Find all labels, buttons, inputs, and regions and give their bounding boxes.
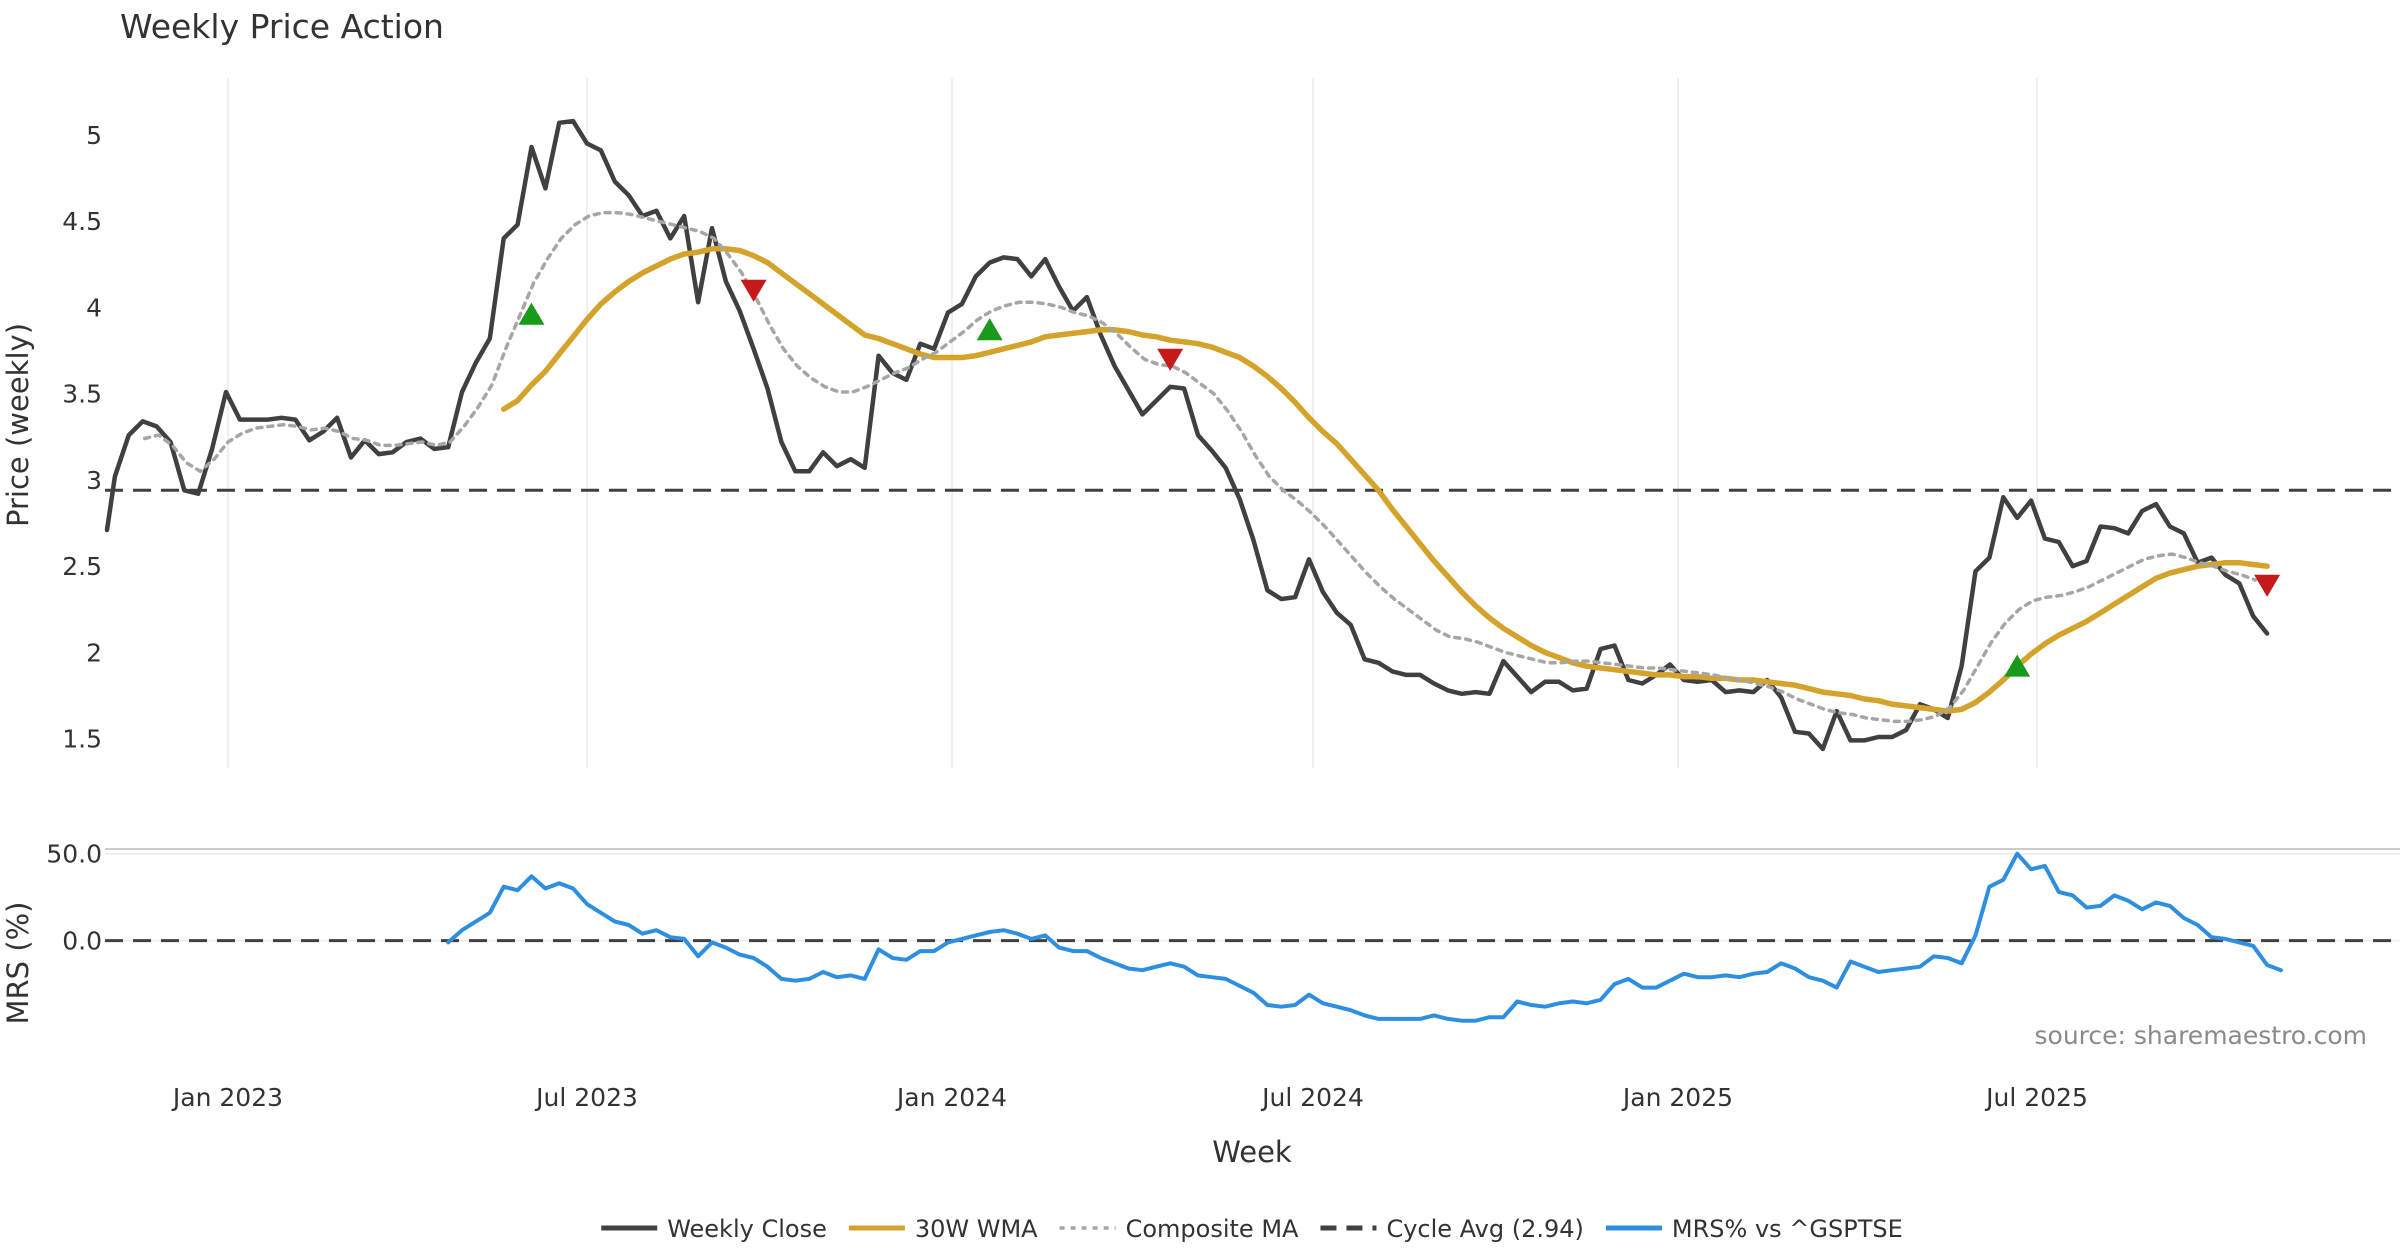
price-y-tick-label: 4.5 [62,207,102,236]
price-y-tick-label: 5 [86,121,102,150]
sell-signal-marker [1157,348,1184,371]
mrs-y-axis-label: MRS (%) [1,902,35,1025]
mrs-vs-gsptse-line [446,851,2283,1023]
legend-item-mrs-vs-gsptse: MRS% vs ^GSPTSE [1605,1215,1903,1243]
x-axis-label: Week [1212,1135,1292,1169]
legend: Weekly Close 30W WMA Composite MA Cycle Avg… [601,1215,1903,1243]
legend-label: MRS% vs ^GSPTSE [1672,1215,1903,1243]
mrs-y-axis-ticks: 0.0 50.0 [46,840,102,956]
x-tick-label: Jan 2024 [895,1083,1007,1112]
buy-signal-marker [976,318,1003,341]
price-y-tick-label: 2.5 [62,552,102,581]
legend-label: Composite MA [1126,1215,1299,1243]
legend-label: 30W WMA [915,1215,1038,1243]
chart-title: Weekly Price Action [120,7,444,46]
price-y-axis-label: Price (weekly) [1,323,35,527]
price-y-tick-label: 2 [86,638,102,667]
weekly-close-line [104,118,2270,752]
sell-signal-marker [740,279,767,302]
price-gridlines [227,78,2038,768]
mrs-panel: 0.0 50.0 MRS (%) source: sharemaestro.com [1,840,2400,1050]
legend-item-cycle-avg-2-94: Cycle Avg (2.94) [1320,1215,1584,1243]
price-y-tick-label: 4 [86,293,102,322]
x-tick-label: Jan 2023 [171,1083,283,1112]
x-tick-label: Jan 2025 [1621,1083,1733,1112]
mrs-y-tick-label: 0.0 [62,927,102,956]
buy-signal-marker [2004,654,2031,677]
legend-item-composite-ma: Composite MA [1059,1215,1299,1243]
legend-label: Weekly Close [667,1215,827,1243]
legend-item-30w-wma: 30W WMA [848,1215,1038,1243]
source-note: source: sharemaestro.com [2035,1021,2368,1050]
sell-signal-marker [2254,574,2281,597]
x-tick-label: Jul 2024 [1260,1083,1364,1112]
mrs-gridlines [105,852,2400,942]
mrs-y-tick-label: 50.0 [46,840,102,869]
legend-label: Cycle Avg (2.94) [1386,1215,1583,1243]
x-tick-label: Jul 2025 [1984,1083,2088,1112]
price-panel: 1.5 2 2.5 3 3.5 4 4.5 5 Price (weekly) [1,78,2400,768]
30w-wma-line [500,246,2270,714]
price-series [104,118,2270,752]
price-y-tick-label: 3 [86,466,102,495]
mrs-series [446,851,2283,1023]
x-tick-label: Jul 2023 [534,1083,638,1112]
price-y-tick-label: 3.5 [62,380,102,409]
buy-signal-marker [518,302,545,325]
signal-markers [518,279,2281,677]
composite-ma-line [142,210,2257,724]
price-y-tick-label: 1.5 [62,725,102,754]
price-y-axis-ticks: 1.5 2 2.5 3 3.5 4 4.5 5 [62,121,102,754]
legend-item-weekly-close: Weekly Close [601,1215,827,1243]
x-axis-ticks: Jan 2023 Jul 2023 Jan 2024 Jul 2024 Jan 2025… [171,1083,2088,1112]
